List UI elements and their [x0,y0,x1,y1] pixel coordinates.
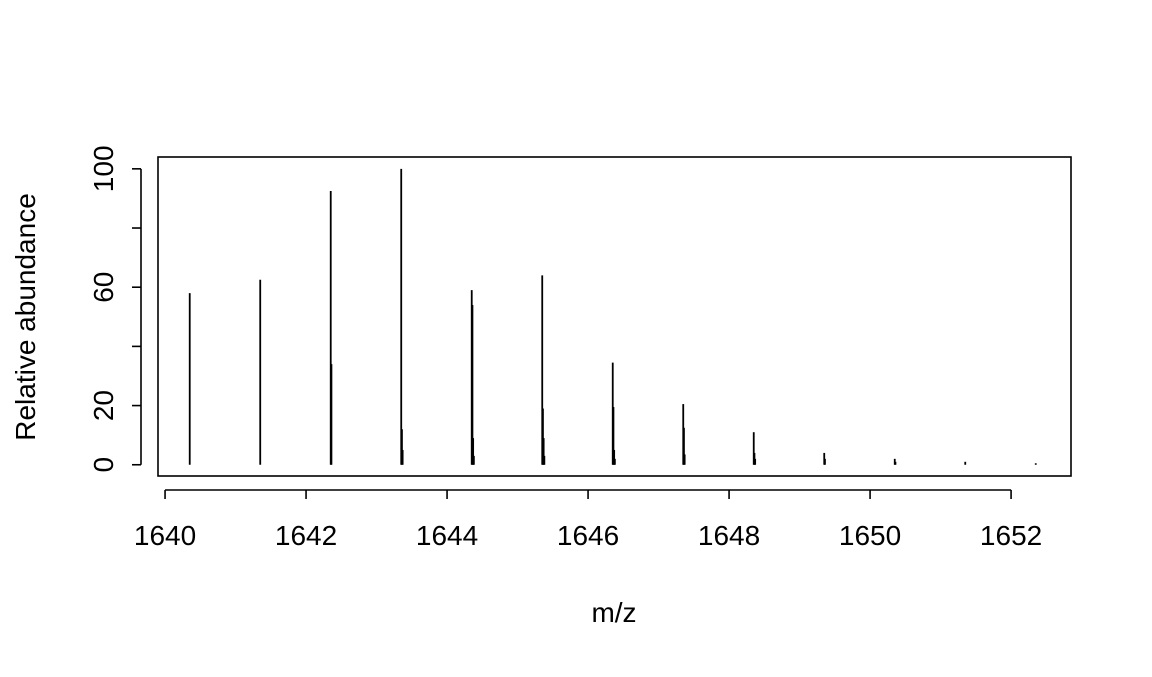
x-tick-label: 1650 [839,520,901,551]
y-axis: 0 20 60 100 [88,145,141,472]
x-tick-label: 1648 [698,520,760,551]
x-tick-label: 1646 [557,520,619,551]
y-tick-label: 0 [88,457,119,473]
x-tick-label: 1642 [275,520,337,551]
x-axis-label: m/z [591,597,636,628]
x-axis: 1640 1642 1644 1646 1648 1650 1652 [134,490,1042,551]
plot-area-frame [158,157,1071,476]
x-tick-label: 1640 [134,520,196,551]
x-tick-label: 1644 [416,520,478,551]
y-axis-label: Relative abundance [10,193,41,441]
x-tick-label: 1652 [980,520,1042,551]
y-tick-label: 100 [88,145,119,192]
y-tick-label: 20 [88,390,119,421]
y-tick-label: 60 [88,272,119,303]
peak-group [190,169,1036,465]
